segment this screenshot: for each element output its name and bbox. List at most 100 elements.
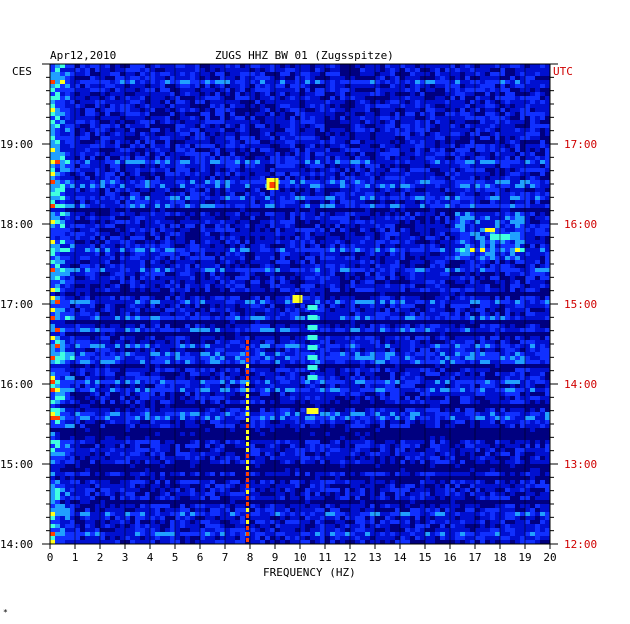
heatmap-cell <box>520 176 525 180</box>
heatmap-cell <box>545 92 550 96</box>
heatmap-cell <box>270 160 275 164</box>
heatmap-cell <box>345 128 350 132</box>
heatmap-cell <box>255 292 260 296</box>
heatmap-cell <box>500 112 505 116</box>
heatmap-cell <box>105 76 110 80</box>
heatmap-cell <box>125 292 130 296</box>
heatmap-cell <box>535 308 540 312</box>
heatmap-cell <box>100 364 105 368</box>
heatmap-cell <box>535 132 540 136</box>
heatmap-cell <box>80 344 85 348</box>
heatmap-cell <box>185 296 190 300</box>
heatmap-cell <box>290 332 295 336</box>
heatmap-cell <box>160 140 165 144</box>
heatmap-cell <box>525 380 530 384</box>
heatmap-cell <box>145 292 150 296</box>
heatmap-cell <box>115 272 120 276</box>
heatmap-cell <box>260 332 265 336</box>
heatmap-cell <box>505 92 510 96</box>
heatmap-cell <box>100 120 105 124</box>
heatmap-cell <box>330 84 335 88</box>
heatmap-cell <box>480 384 485 388</box>
heatmap-cell <box>140 324 145 328</box>
heatmap-cell <box>510 292 515 296</box>
heatmap-cell <box>520 280 525 284</box>
heatmap-cell <box>350 344 355 348</box>
heatmap-cell <box>235 220 240 224</box>
heatmap-cell <box>355 252 360 256</box>
heatmap-cell <box>95 292 100 296</box>
heatmap-cell <box>395 148 400 152</box>
heatmap-cell <box>285 256 290 260</box>
heatmap-cell <box>220 252 225 256</box>
heatmap-cell <box>415 80 420 84</box>
heatmap-cell <box>275 172 280 176</box>
heatmap-cell <box>150 236 155 240</box>
heatmap-cell <box>95 252 100 256</box>
heatmap-cell <box>420 216 425 220</box>
heatmap-cell <box>130 144 135 148</box>
heatmap-cell <box>305 148 310 152</box>
heatmap-cell <box>370 180 375 184</box>
heatmap-cell <box>455 220 460 224</box>
heatmap-cell <box>385 192 390 196</box>
heatmap-cell <box>180 140 185 144</box>
heatmap-cell <box>360 260 365 264</box>
heatmap-cell <box>320 248 325 252</box>
heatmap-cell <box>255 256 260 260</box>
heatmap-cell <box>295 112 300 116</box>
heatmap-cell <box>235 376 240 380</box>
heatmap-cell <box>320 320 325 324</box>
heatmap-cell <box>510 220 515 224</box>
heatmap-cell <box>460 260 465 264</box>
heatmap-cell <box>220 160 225 164</box>
heatmap-cell <box>180 200 185 204</box>
heatmap-cell <box>100 136 105 140</box>
heatmap-cell <box>215 328 220 332</box>
heatmap-cell <box>120 64 125 68</box>
heatmap-cell <box>360 384 365 388</box>
heatmap-cell <box>315 160 320 164</box>
heatmap-cell <box>70 276 75 280</box>
heatmap-cell <box>115 112 120 116</box>
heatmap-cell <box>170 104 175 108</box>
heatmap-cell <box>375 244 380 248</box>
heatmap-cell <box>495 372 500 376</box>
heatmap-cell <box>165 80 170 84</box>
heatmap-cell <box>390 228 395 232</box>
heatmap-cell <box>350 204 355 208</box>
heatmap-cell <box>485 264 490 268</box>
heatmap-cell <box>50 204 55 208</box>
heatmap-cell <box>375 280 380 284</box>
heatmap-cell <box>70 372 75 376</box>
heatmap-cell <box>395 272 400 276</box>
heatmap-cell <box>375 292 380 296</box>
heatmap-cell <box>380 324 385 328</box>
heatmap-cell <box>210 364 215 368</box>
heatmap-cell <box>375 320 380 324</box>
heatmap-cell <box>360 112 365 116</box>
heatmap-cell <box>60 196 65 200</box>
heatmap-cell <box>130 80 135 84</box>
heatmap-cell <box>530 308 535 312</box>
heatmap-cell <box>510 76 515 80</box>
heatmap-cell <box>495 340 500 344</box>
heatmap-cell <box>520 364 525 368</box>
heatmap-cell <box>350 212 355 216</box>
heatmap-cell <box>325 300 330 304</box>
heatmap-cell <box>405 80 410 84</box>
heatmap-cell <box>470 68 475 72</box>
heatmap-cell <box>405 164 410 168</box>
heatmap-cell <box>115 168 120 172</box>
heatmap-cell <box>280 312 285 316</box>
heatmap-cell <box>400 92 405 96</box>
heatmap-cell <box>485 204 490 208</box>
heatmap-cell <box>85 380 90 384</box>
heatmap-cell <box>420 300 425 304</box>
heatmap-cell <box>345 152 350 156</box>
heatmap-cell <box>240 96 245 100</box>
heatmap-cell <box>330 72 335 76</box>
heatmap-cell <box>420 196 425 200</box>
heatmap-cell <box>345 172 350 176</box>
heatmap-cell <box>215 356 220 360</box>
